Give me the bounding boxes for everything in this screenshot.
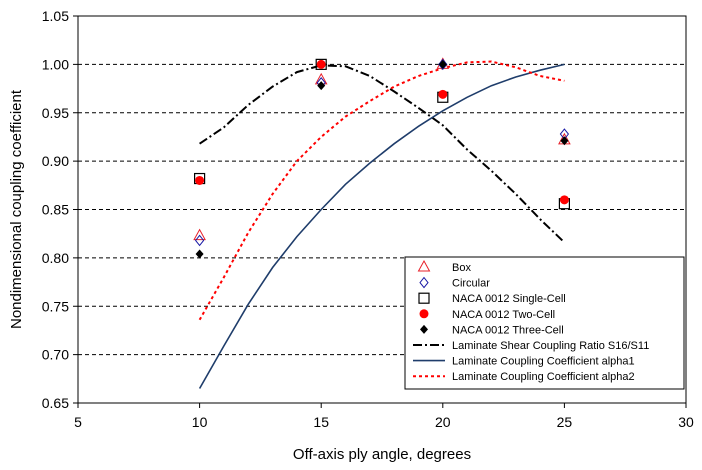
point-naca-0012-two-cell bbox=[438, 89, 448, 99]
legend-label: Laminate Shear Coupling Ratio S16/S11 bbox=[452, 340, 649, 352]
y-tick-label: 0.65 bbox=[42, 395, 69, 411]
point-naca-0012-single-cell bbox=[315, 58, 327, 70]
point-naca-0012-three-cell bbox=[438, 59, 447, 69]
x-tick-label: 30 bbox=[678, 414, 694, 430]
legend-marker bbox=[419, 309, 429, 319]
y-axis-title: Nondimensional coupling coefficient bbox=[8, 89, 25, 329]
point-circular bbox=[438, 58, 448, 71]
series-line-laminate-shear-coupling-ratio-s16-s11 bbox=[199, 64, 566, 244]
series-line-laminate-coupling-coefficient-alpha1 bbox=[198, 63, 565, 389]
legend-label: NACA 0012 Three-Cell bbox=[452, 324, 564, 336]
y-tick-label: 0.80 bbox=[42, 250, 69, 266]
y-tick-label: 0.95 bbox=[42, 105, 69, 121]
axes: 0.65 0.70 0.75 0.80 0.85 0.90 0.95 1.00 1.05 5 10 1… bbox=[42, 8, 694, 430]
legend-label: NACA 0012 Two-Cell bbox=[452, 309, 555, 321]
x-tick-label: 25 bbox=[557, 414, 573, 430]
point-naca-0012-three-cell bbox=[560, 136, 569, 146]
legend-label: Laminate Coupling Coefficient alpha1 bbox=[452, 356, 635, 368]
point-box bbox=[193, 228, 206, 241]
x-tick-label: 5 bbox=[74, 414, 82, 430]
point-naca-0012-two-cell bbox=[316, 59, 326, 69]
legend-label: Laminate Coupling Coefficient alpha2 bbox=[452, 371, 635, 383]
legend-label: Box bbox=[452, 262, 471, 274]
x-tick-label: 20 bbox=[435, 414, 451, 430]
series-line-laminate-coupling-coefficient-alpha2 bbox=[198, 60, 565, 321]
point-naca-0012-two-cell bbox=[195, 175, 205, 185]
y-tick-label: 0.90 bbox=[42, 153, 69, 169]
gridlines bbox=[78, 63, 686, 356]
series bbox=[193, 57, 571, 389]
x-tick-label: 15 bbox=[313, 414, 329, 430]
y-tick-label: 0.70 bbox=[42, 347, 69, 363]
legend: Box Circular NACA 0012 Single-Cell NACA 001… bbox=[404, 256, 685, 390]
legend-marker bbox=[419, 276, 429, 289]
x-axis-title: Off-axis ply angle, degrees bbox=[293, 446, 471, 463]
point-naca-0012-two-cell bbox=[559, 195, 569, 205]
legend-marker bbox=[417, 259, 431, 272]
legend-marker bbox=[420, 324, 428, 334]
x-tick-label: 10 bbox=[192, 414, 208, 430]
point-circular bbox=[194, 234, 205, 247]
legend-label: Circular bbox=[452, 278, 490, 290]
point-naca-0012-three-cell bbox=[317, 81, 326, 91]
y-tick-label: 0.85 bbox=[42, 202, 69, 218]
point-naca-0012-three-cell bbox=[195, 249, 204, 259]
legend-label: NACA 0012 Single-Cell bbox=[452, 293, 566, 305]
legend-box bbox=[404, 256, 685, 390]
y-tick-label: 1.00 bbox=[42, 56, 69, 72]
y-tick-label: 0.75 bbox=[42, 298, 69, 314]
legend-marker bbox=[418, 292, 430, 304]
y-tick-label: 1.05 bbox=[42, 8, 69, 24]
